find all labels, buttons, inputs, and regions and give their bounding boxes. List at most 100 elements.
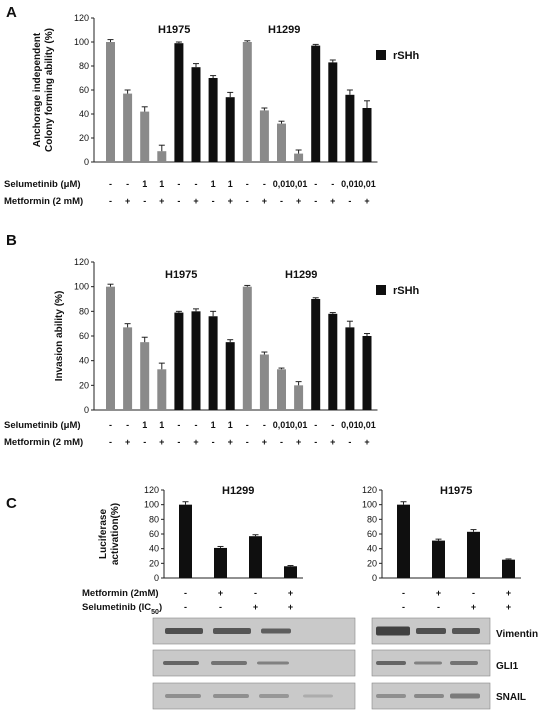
blot-label-snail: SNAIL [496, 692, 526, 703]
y-tick-label: 80 [79, 306, 89, 316]
condition-rows-b: Selumetinib (μM) Metformin (2 mM) - - 1 1 - -… [4, 420, 376, 448]
blot-strip [152, 682, 356, 710]
selumetinib-cell: - [263, 420, 266, 430]
y-axis-label: Invasion ability (%) [54, 291, 65, 382]
metformin-cell: + [296, 437, 301, 447]
bar [502, 559, 515, 578]
bar [179, 504, 192, 578]
panel-letter-b: B [6, 232, 17, 249]
chart-c-h1975: H1975 0 20 40 60 80 100 120 [362, 485, 521, 583]
selumetinib-label-c-sub: 50 [151, 609, 159, 616]
metformin-c-cell: + [218, 588, 223, 598]
y-tick-label: 100 [144, 500, 159, 510]
y-axis-label: Colony forming ability (%) [44, 28, 55, 152]
selumetinib-cell: - [195, 179, 198, 189]
metformin-cell: - [212, 437, 215, 447]
selumetinib-cell: - [109, 420, 112, 430]
y-tick-label: 60 [79, 85, 89, 95]
chart-b: H1975 H1299 rSHh 0 20 40 60 80 100 120 Invasion… [54, 257, 420, 415]
metformin-cell: + [125, 196, 130, 206]
selumetinib-cell: 0,01 [358, 179, 376, 189]
selumetinib-cell: 1 [159, 179, 164, 189]
selumetinib-cell: 1 [142, 420, 147, 430]
y-tick-label: 40 [79, 356, 89, 366]
metformin-cell: - [348, 196, 351, 206]
metformin-cell: - [280, 437, 283, 447]
bar [106, 42, 115, 162]
y-tick-label: 80 [149, 514, 159, 524]
metformin-cell: - [348, 437, 351, 447]
selumetinib-c-cell: - [219, 602, 222, 612]
y-tick-label: 80 [79, 61, 89, 71]
y-tick-label: 0 [84, 405, 89, 415]
metformin-cell: - [212, 196, 215, 206]
blot-band [450, 661, 478, 665]
bar [123, 93, 133, 162]
metformin-cell: - [314, 437, 317, 447]
metformin-cell: + [159, 196, 164, 206]
chart-a-title-h1975: H1975 [158, 24, 190, 36]
metformin-c-cell: - [402, 588, 405, 598]
metformin-label-b: Metformin (2 mM) [4, 437, 83, 448]
y-tick-label: 0 [372, 573, 377, 583]
chart-b-legend-text: rSHh [393, 285, 420, 297]
condition-rows-a: Selumetinib (μM) Metformin (2 mM) - - 1 1 - -… [4, 179, 376, 207]
selumetinib-cell: - [263, 179, 266, 189]
selumetinib-cell: 1 [211, 179, 216, 189]
metformin-cell: + [125, 437, 130, 447]
selumetinib-cell: - [246, 179, 249, 189]
selumetinib-cell: 0,01 [341, 179, 359, 189]
y-tick-label: 20 [367, 558, 377, 568]
metformin-cell: - [143, 196, 146, 206]
metformin-c-cell: + [506, 588, 511, 598]
y-tick-label: 0 [154, 573, 159, 583]
bar [208, 316, 218, 410]
metformin-cell: + [262, 437, 267, 447]
bar [123, 327, 133, 410]
chart-b-legend-swatch [376, 285, 386, 295]
bar [294, 385, 304, 410]
bar [345, 327, 355, 410]
bar [284, 566, 297, 578]
selumetinib-cell: - [126, 179, 129, 189]
selumetinib-cell: 0,01 [273, 420, 291, 430]
chart-b-title-h1299: H1299 [285, 269, 317, 281]
y-tick-label: 100 [362, 500, 377, 510]
blot-band [165, 628, 203, 634]
bar [157, 369, 167, 410]
chart-c-h1975-title: H1975 [440, 485, 472, 497]
bar [242, 286, 252, 410]
condition-rows-c: Metformin (2mM) Selumetinib (IC50) - + - + -… [82, 588, 511, 616]
chart-a-legend-swatch [376, 50, 386, 60]
selumetinib-label-b: Selumetinib (μM) [4, 420, 81, 431]
metformin-cell: - [280, 196, 283, 206]
bar [432, 540, 445, 578]
y-axis-label: activation(%) [110, 503, 121, 565]
selumetinib-c-cell: + [288, 602, 293, 612]
y-tick-label: 120 [144, 485, 159, 495]
y-tick-label: 40 [149, 544, 159, 554]
bar [311, 299, 321, 410]
y-axis-label: Anchorage independent [32, 32, 43, 147]
bar [191, 67, 201, 162]
blot-label-gli1: GLI1 [496, 661, 519, 672]
selumetinib-c-cell: + [253, 602, 258, 612]
blot-band [416, 628, 446, 634]
metformin-cell: - [109, 196, 112, 206]
panel-letter-c: C [6, 495, 17, 512]
selumetinib-cell: 0,01 [358, 420, 376, 430]
bar [191, 311, 201, 410]
selumetinib-c-cell: + [506, 602, 511, 612]
selumetinib-label-c-end: ) [159, 602, 162, 613]
blot-band [414, 694, 444, 698]
blot-band [376, 694, 406, 698]
blot-band [376, 661, 406, 665]
selumetinib-cell: 1 [159, 420, 164, 430]
bar [174, 43, 184, 163]
y-tick-label: 120 [362, 485, 377, 495]
panel-letter-a: A [6, 4, 17, 21]
metformin-cell: + [330, 437, 335, 447]
bar [259, 354, 269, 410]
metformin-cell: - [246, 196, 249, 206]
blot-band [213, 628, 251, 634]
